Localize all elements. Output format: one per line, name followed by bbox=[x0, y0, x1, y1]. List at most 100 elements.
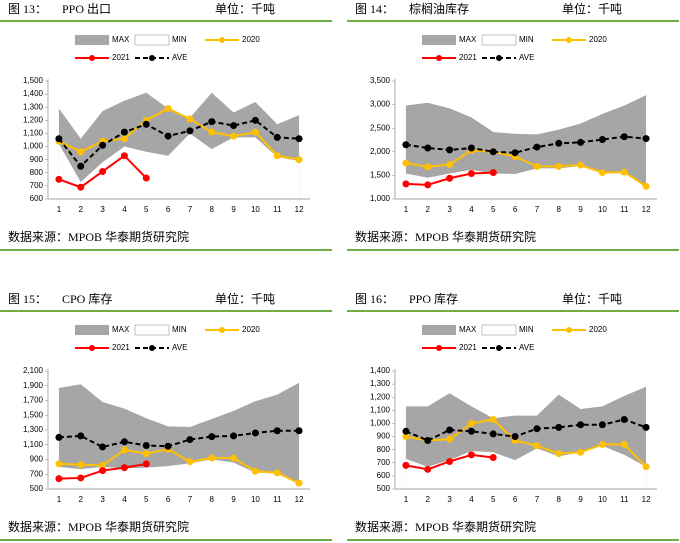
x-tick-label: 2 bbox=[426, 495, 431, 504]
x-tick-label: 1 bbox=[404, 205, 409, 214]
point bbox=[577, 161, 585, 169]
legend-marker bbox=[496, 345, 502, 351]
legend-marker bbox=[219, 327, 225, 333]
point bbox=[577, 138, 585, 146]
point bbox=[446, 174, 454, 182]
point bbox=[120, 446, 128, 454]
point bbox=[467, 451, 475, 459]
point bbox=[642, 423, 650, 431]
point bbox=[511, 433, 519, 441]
legend-swatch bbox=[75, 325, 109, 335]
y-tick-label: 1,000 bbox=[370, 419, 391, 428]
point bbox=[208, 433, 216, 441]
x-tick-label: 2 bbox=[426, 205, 431, 214]
point bbox=[598, 440, 606, 448]
y-tick-label: 1,500 bbox=[23, 76, 44, 85]
y-tick-label: 1,200 bbox=[23, 115, 44, 124]
y-tick-label: 1,400 bbox=[370, 366, 391, 375]
y-tick-label: 2,500 bbox=[370, 123, 391, 132]
point bbox=[77, 461, 85, 469]
point bbox=[424, 163, 432, 171]
point bbox=[467, 427, 475, 435]
point bbox=[142, 460, 150, 468]
point bbox=[208, 128, 216, 136]
point bbox=[533, 143, 541, 151]
point bbox=[55, 460, 63, 468]
series-line bbox=[58, 107, 300, 161]
x-tick-label: 4 bbox=[122, 495, 127, 504]
x-tick-label: 4 bbox=[122, 205, 127, 214]
legend-label: MAX bbox=[459, 325, 477, 334]
point bbox=[295, 427, 303, 435]
x-tick-label: 4 bbox=[469, 495, 474, 504]
x-tick-label: 7 bbox=[535, 495, 540, 504]
y-tick-label: 3,500 bbox=[370, 76, 391, 85]
legend-label: 2020 bbox=[589, 325, 607, 334]
y-tick-label: 900 bbox=[377, 432, 391, 441]
unit: 单位：千吨 bbox=[215, 291, 275, 306]
series-line bbox=[58, 429, 300, 449]
y-tick-label: 700 bbox=[377, 458, 391, 467]
x-tick-label: 9 bbox=[231, 205, 236, 214]
x-tick-label: 11 bbox=[620, 205, 629, 214]
source: 数据来源：MPOB 华泰期货研究院 bbox=[355, 229, 536, 244]
x-tick-label: 6 bbox=[166, 205, 171, 214]
unit: 单位：千吨 bbox=[562, 291, 622, 306]
x-tick-label: 12 bbox=[295, 495, 304, 504]
x-tick-label: 9 bbox=[231, 495, 236, 504]
legend-label: AVE bbox=[519, 53, 534, 62]
y-tick-label: 700 bbox=[30, 181, 44, 190]
point bbox=[55, 175, 63, 183]
point bbox=[489, 454, 497, 462]
point bbox=[424, 465, 432, 473]
point bbox=[402, 433, 410, 441]
point bbox=[230, 132, 238, 140]
point bbox=[55, 135, 63, 143]
legend-label: 2021 bbox=[112, 53, 130, 62]
y-tick-label: 1,400 bbox=[23, 89, 44, 98]
y-tick-label: 1,000 bbox=[23, 142, 44, 151]
x-tick-label: 12 bbox=[642, 205, 651, 214]
point bbox=[77, 148, 85, 156]
point bbox=[511, 149, 519, 157]
point bbox=[77, 162, 85, 170]
y-tick-label: 500 bbox=[377, 484, 391, 493]
point bbox=[273, 152, 281, 160]
point bbox=[446, 457, 454, 465]
legend-marker bbox=[566, 327, 572, 333]
legend-label: 2020 bbox=[589, 35, 607, 44]
legend-swatch bbox=[481, 324, 517, 336]
x-tick-label: 5 bbox=[491, 495, 496, 504]
chart-title: PPO 库存 bbox=[409, 291, 458, 306]
legend-marker bbox=[219, 37, 225, 43]
x-tick-label: 6 bbox=[513, 205, 518, 214]
point bbox=[77, 474, 85, 482]
x-tick-label: 11 bbox=[273, 495, 282, 504]
legend-marker bbox=[436, 345, 442, 351]
legend-swatch bbox=[422, 325, 456, 335]
x-tick-label: 11 bbox=[620, 495, 629, 504]
point bbox=[77, 183, 85, 191]
point bbox=[120, 464, 128, 472]
point bbox=[142, 174, 150, 182]
source: 数据来源：MPOB 华泰期货研究院 bbox=[8, 519, 189, 534]
y-tick-label: 600 bbox=[377, 471, 391, 480]
x-tick-label: 3 bbox=[447, 205, 452, 214]
x-tick-label: 10 bbox=[598, 205, 607, 214]
point bbox=[620, 168, 628, 176]
x-tick-label: 12 bbox=[642, 495, 651, 504]
point bbox=[120, 128, 128, 136]
legend-swatch bbox=[422, 35, 456, 45]
y-tick-label: 1,000 bbox=[370, 194, 391, 203]
x-tick-label: 2 bbox=[79, 495, 84, 504]
figure-label: 图 13： bbox=[8, 2, 47, 16]
point bbox=[598, 421, 606, 429]
y-tick-label: 500 bbox=[30, 484, 44, 493]
point bbox=[230, 454, 238, 462]
x-tick-label: 10 bbox=[251, 205, 260, 214]
x-tick-label: 5 bbox=[144, 205, 149, 214]
legend-label: AVE bbox=[172, 53, 187, 62]
x-tick-label: 12 bbox=[295, 205, 304, 214]
legend-label: 2020 bbox=[242, 325, 260, 334]
series-line bbox=[58, 448, 300, 485]
